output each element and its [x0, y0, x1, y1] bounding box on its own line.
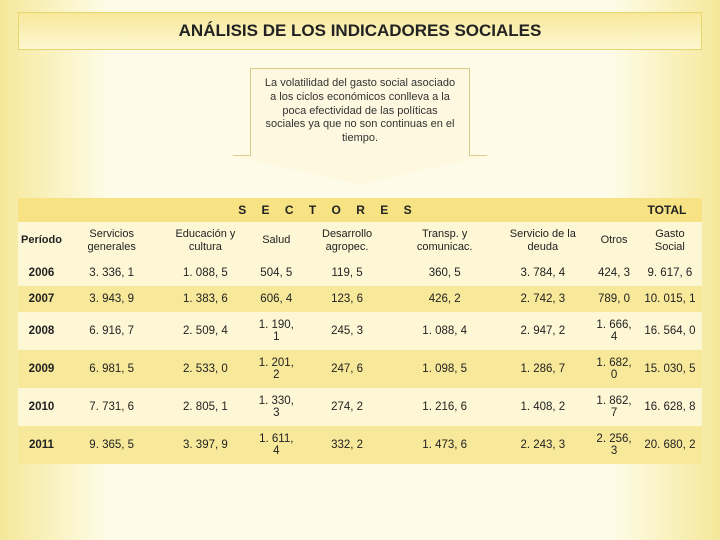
table-cell: 2. 947, 2 [495, 312, 590, 350]
table-body: 20063. 336, 11. 088, 5504, 5119, 5360, 5… [18, 260, 702, 464]
table-cell: 2006 [18, 260, 65, 286]
table-cell: 1. 330, 3 [252, 388, 300, 426]
arrow-head-icon [232, 156, 488, 184]
table-cell: 16. 628, 8 [638, 388, 702, 426]
table-cell: 1. 190, 1 [252, 312, 300, 350]
table-cell: 2010 [18, 388, 65, 426]
table-row: 20086. 916, 72. 509, 41. 190, 1245, 31. … [18, 312, 702, 350]
table-cell: 1. 286, 7 [495, 350, 590, 388]
sectores-label: S E C T O R E S [18, 198, 638, 222]
table-cell: 2011 [18, 426, 65, 464]
table-row: 20096. 981, 52. 533, 01. 201, 2247, 61. … [18, 350, 702, 388]
table-cell: 1. 666, 4 [590, 312, 638, 350]
col-educacion: Educación y cultura [158, 222, 252, 260]
table-row: 20063. 336, 11. 088, 5504, 5119, 5360, 5… [18, 260, 702, 286]
table-cell: 2. 533, 0 [158, 350, 252, 388]
table-cell: 1. 216, 6 [394, 388, 495, 426]
col-deuda: Servicio de la deuda [495, 222, 590, 260]
table-cell: 123, 6 [300, 286, 394, 312]
table-cell: 424, 3 [590, 260, 638, 286]
table-cell: 606, 4 [252, 286, 300, 312]
table-cell: 2. 509, 4 [158, 312, 252, 350]
table-cell: 360, 5 [394, 260, 495, 286]
col-gasto: Gasto Social [638, 222, 702, 260]
sectores-header-row: S E C T O R E S TOTAL [18, 198, 702, 222]
table-cell: 1. 088, 4 [394, 312, 495, 350]
table-cell: 3. 397, 9 [158, 426, 252, 464]
table-cell: 9. 617, 6 [638, 260, 702, 286]
column-header-row: Período Servicios generales Educación y … [18, 222, 702, 260]
table-cell: 789, 0 [590, 286, 638, 312]
col-periodo: Período [18, 222, 65, 260]
table-cell: 1. 611, 4 [252, 426, 300, 464]
table-cell: 1. 408, 2 [495, 388, 590, 426]
table-cell: 20. 680, 2 [638, 426, 702, 464]
table-cell: 6. 981, 5 [65, 350, 158, 388]
col-desarrollo: Desarrollo agropec. [300, 222, 394, 260]
table-cell: 3. 943, 9 [65, 286, 158, 312]
summary-arrow: La volatilidad del gasto social asociado… [18, 68, 702, 184]
col-otros: Otros [590, 222, 638, 260]
table-cell: 1. 201, 2 [252, 350, 300, 388]
table-cell: 1. 088, 5 [158, 260, 252, 286]
table-cell: 1. 383, 6 [158, 286, 252, 312]
table-cell: 2009 [18, 350, 65, 388]
table-cell: 2007 [18, 286, 65, 312]
table-cell: 1. 682, 0 [590, 350, 638, 388]
table-row: 20073. 943, 91. 383, 6606, 4123, 6426, 2… [18, 286, 702, 312]
table-cell: 3. 336, 1 [65, 260, 158, 286]
table-cell: 3. 784, 4 [495, 260, 590, 286]
table-cell: 2. 742, 3 [495, 286, 590, 312]
table-cell: 2. 256, 3 [590, 426, 638, 464]
table-cell: 2008 [18, 312, 65, 350]
col-transp: Transp. y comunicac. [394, 222, 495, 260]
table-cell: 504, 5 [252, 260, 300, 286]
table-cell: 332, 2 [300, 426, 394, 464]
table-cell: 426, 2 [394, 286, 495, 312]
table-cell: 9. 365, 5 [65, 426, 158, 464]
table-cell: 119, 5 [300, 260, 394, 286]
table-cell: 15. 030, 5 [638, 350, 702, 388]
summary-arrow-text: La volatilidad del gasto social asociado… [250, 68, 470, 156]
indicators-table: S E C T O R E S TOTAL Período Servicios … [18, 198, 702, 464]
col-servicios: Servicios generales [65, 222, 158, 260]
table-cell: 1. 862, 7 [590, 388, 638, 426]
table-cell: 7. 731, 6 [65, 388, 158, 426]
col-salud: Salud [252, 222, 300, 260]
table-cell: 2. 805, 1 [158, 388, 252, 426]
total-label: TOTAL [638, 198, 702, 222]
table-cell: 274, 2 [300, 388, 394, 426]
table-cell: 16. 564, 0 [638, 312, 702, 350]
table-cell: 10. 015, 1 [638, 286, 702, 312]
page-title: ANÁLISIS DE LOS INDICADORES SOCIALES [18, 12, 702, 50]
table-cell: 6. 916, 7 [65, 312, 158, 350]
table-cell: 245, 3 [300, 312, 394, 350]
table-cell: 1. 098, 5 [394, 350, 495, 388]
table-cell: 247, 6 [300, 350, 394, 388]
table-row: 20119. 365, 53. 397, 91. 611, 4332, 21. … [18, 426, 702, 464]
table-cell: 1. 473, 6 [394, 426, 495, 464]
table-cell: 2. 243, 3 [495, 426, 590, 464]
table-row: 20107. 731, 62. 805, 11. 330, 3274, 21. … [18, 388, 702, 426]
